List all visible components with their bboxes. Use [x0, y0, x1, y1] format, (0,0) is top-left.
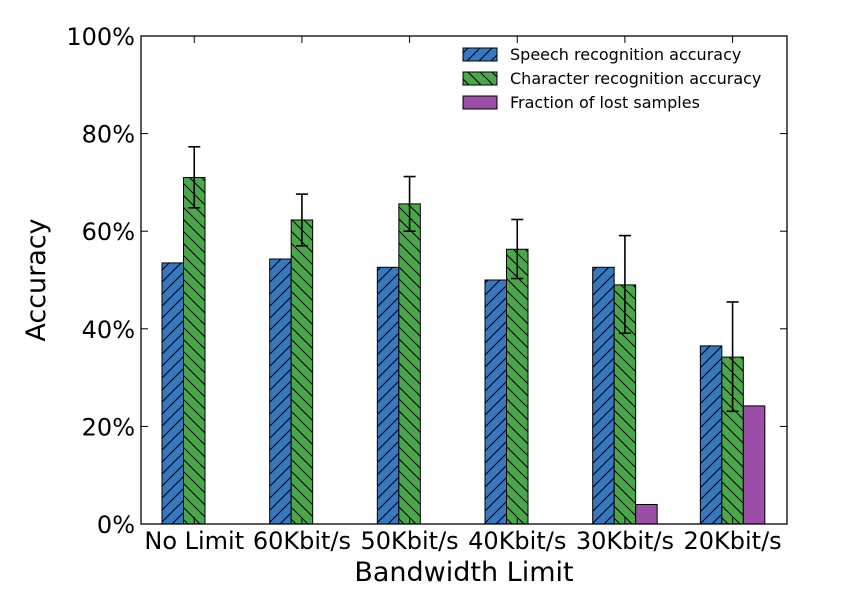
- bar-character-recognition-accuracy-60kbit-s: [290, 219, 314, 525]
- x-tick-label: 50Kbit/s: [360, 527, 458, 555]
- axis-ticks: No Limit 60Kbit/s 50Kbit/s 40Kbit/s 30Kbit/s…: [66, 23, 787, 555]
- bar-fraction-of-lost-samples-20kbit-s: [742, 405, 766, 525]
- y-tick-label: 60%: [82, 218, 135, 246]
- legend-swatch-speech-recognition-accuracy: [462, 47, 498, 62]
- bar-speech-recognition-accuracy-50kbit-s: [376, 266, 400, 525]
- bar-fraction-of-lost-samples-30kbit-s: [635, 503, 658, 525]
- axes-frame: [140, 35, 788, 525]
- legend-label-character-recognition-accuracy: Character recognition accuracy: [510, 69, 761, 88]
- bar-speech-recognition-accuracy-40kbit-s: [484, 279, 507, 525]
- x-tick-label: 20Kbit/s: [683, 527, 781, 555]
- y-tick-label: 40%: [82, 316, 135, 344]
- plot-area: [161, 145, 766, 525]
- bar-speech-recognition-accuracy-20kbit-s: [699, 345, 723, 525]
- x-tick-label: 40Kbit/s: [468, 527, 566, 555]
- y-tick-label: 20%: [82, 413, 135, 441]
- y-tick-label: 0%: [97, 511, 135, 539]
- legend-swatch-fraction-of-lost-samples: [462, 95, 498, 110]
- x-tick-label: 30Kbit/s: [576, 527, 674, 555]
- x-axis-title: Bandwidth Limit: [354, 557, 573, 588]
- bar-character-recognition-accuracy-50kbit-s: [398, 203, 421, 525]
- legend-label-speech-recognition-accuracy: Speech recognition accuracy: [510, 45, 741, 64]
- y-axis-title: Accuracy: [21, 218, 52, 341]
- bar-speech-recognition-accuracy-60kbit-s: [269, 258, 292, 525]
- bar-speech-recognition-accuracy-30kbit-s: [592, 266, 615, 525]
- legend-swatch-character-recognition-accuracy: [462, 71, 498, 86]
- y-tick-label: 80%: [82, 121, 135, 149]
- x-tick-label: 60Kbit/s: [253, 527, 351, 555]
- y-tick-label: 100%: [66, 23, 135, 51]
- bar-character-recognition-accuracy-no-limit: [183, 177, 206, 525]
- bar-speech-recognition-accuracy-no-limit: [161, 262, 184, 525]
- legend-label-fraction-of-lost-samples: Fraction of lost samples: [510, 93, 700, 112]
- bar-character-recognition-accuracy-40kbit-s: [506, 248, 529, 525]
- legend: Speech recognition accuracy Character rec…: [462, 45, 761, 112]
- x-tick-label: No Limit: [144, 527, 244, 555]
